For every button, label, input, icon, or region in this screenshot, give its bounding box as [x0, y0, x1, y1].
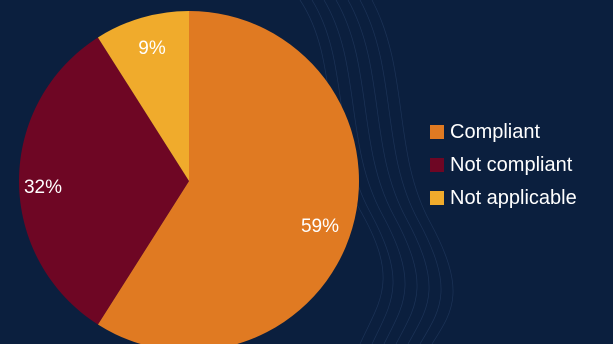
- legend-swatch: [430, 125, 444, 139]
- pie-slice-not-applicable: [97, 11, 189, 181]
- pie-slice-not-compliant: [18, 37, 190, 325]
- legend-label: Not compliant: [450, 153, 573, 176]
- legend-item-compliant: Compliant: [430, 117, 577, 147]
- slice-label-not-applicable: 9%: [138, 38, 166, 59]
- slice-label-not-compliant: 32%: [24, 177, 62, 198]
- legend-label: Not applicable: [450, 186, 577, 209]
- legend-item-not-compliant: Not compliant: [430, 150, 577, 180]
- legend-item-not-applicable: Not applicable: [430, 183, 577, 213]
- legend-swatch: [430, 191, 444, 205]
- chart-legend: Compliant Not compliant Not applicable: [430, 117, 577, 216]
- pie-slice-compliant: [97, 11, 359, 344]
- legend-label: Compliant: [450, 120, 541, 143]
- slice-label-compliant: 59%: [301, 216, 339, 237]
- legend-swatch: [430, 158, 444, 172]
